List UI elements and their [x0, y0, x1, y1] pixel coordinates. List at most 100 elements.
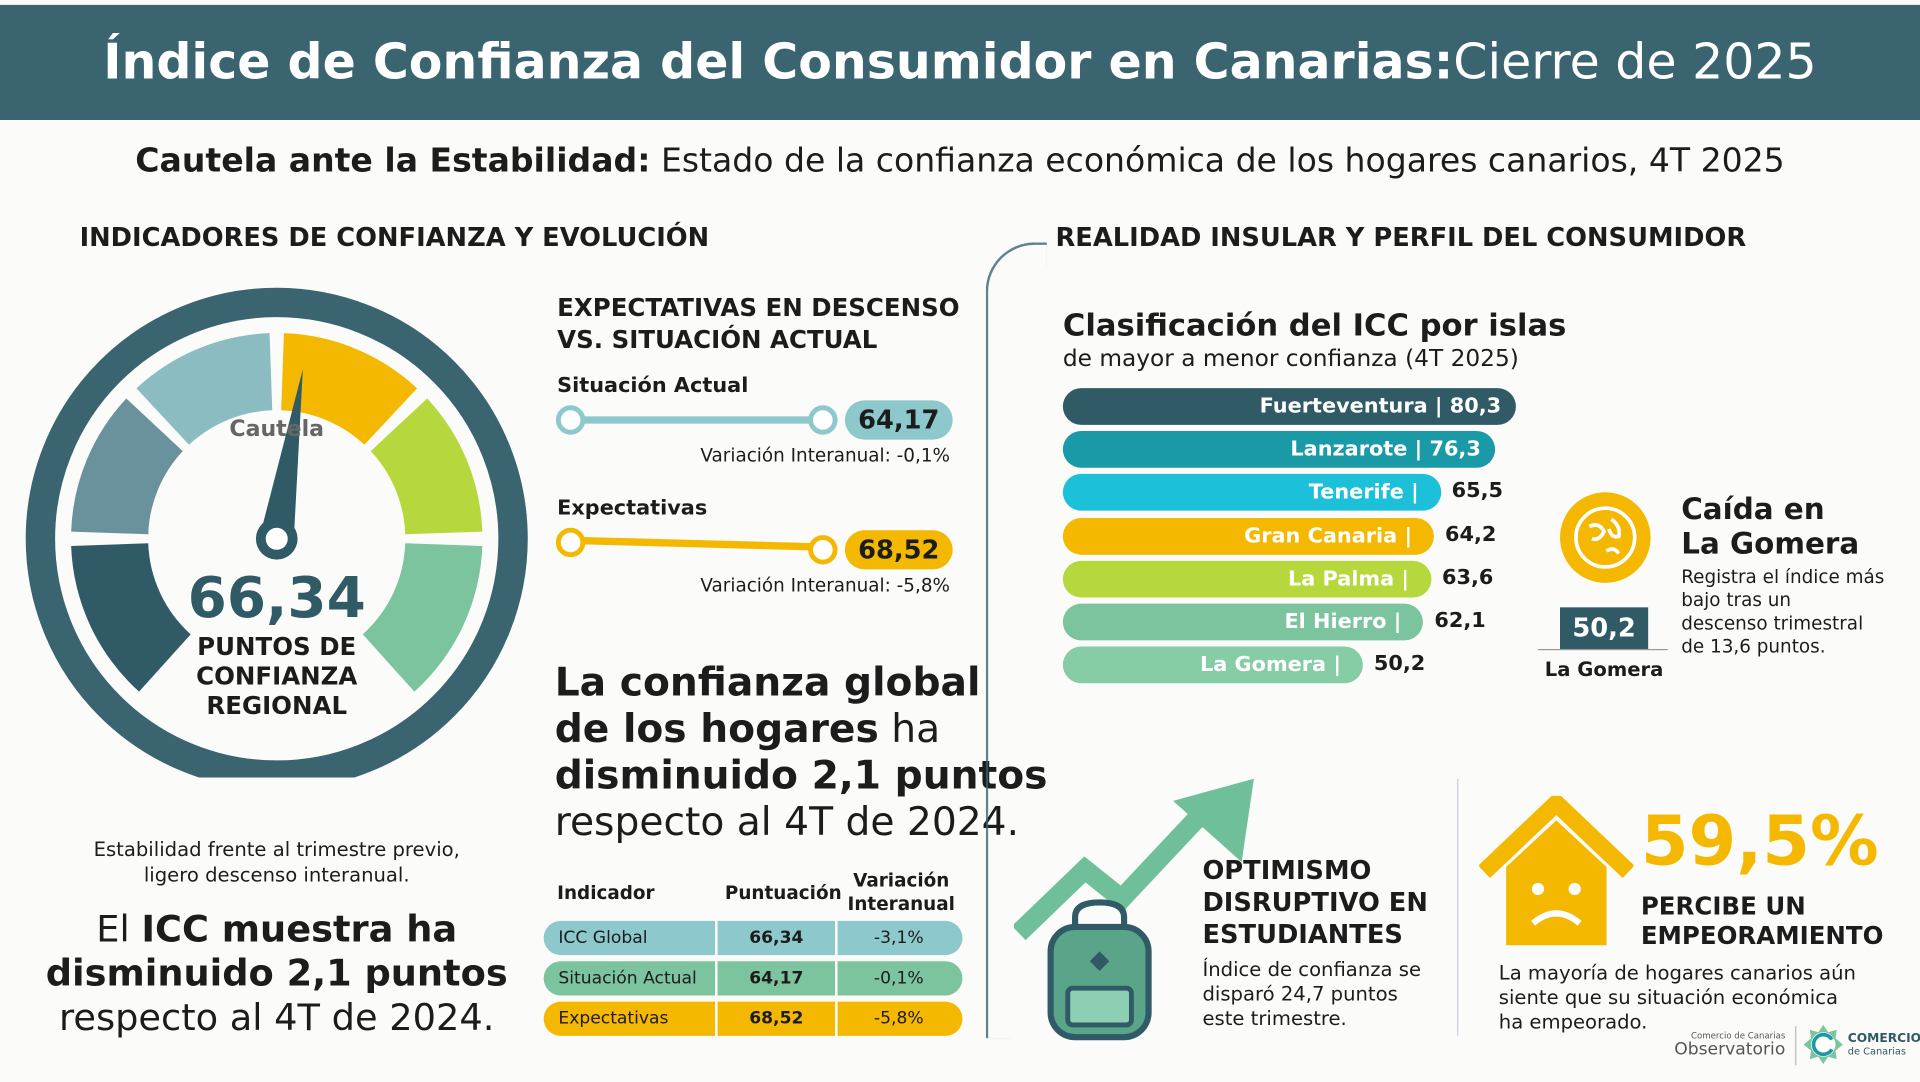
slider-end-knob[interactable] — [808, 535, 838, 565]
gauge-segment — [281, 333, 418, 445]
headline-line: La confianza global — [554, 658, 981, 706]
subtitle: Cautela ante la Estabilidad: Estado de l… — [0, 142, 1920, 180]
gauge-needle — [259, 369, 303, 542]
island-value: 63,6 — [1441, 565, 1494, 590]
title-line: Caída en — [1681, 492, 1825, 527]
row-indicator: Situación Actual — [558, 968, 697, 989]
students-title: OPTIMISMO DISRUPTIVO EN ESTUDIANTES — [1202, 855, 1427, 951]
logo-small: de Canarias — [1847, 1045, 1907, 1057]
row-variation: -0,1% — [873, 968, 924, 989]
island-name: La Palma — [1287, 566, 1395, 592]
row-score: 64,17 — [715, 961, 838, 996]
island-bar: Lanzarote | 76,3 — [1062, 431, 1496, 468]
gauge-segment — [370, 398, 483, 535]
island-value: 76,3 — [1429, 437, 1481, 462]
row-score: 66,34 — [715, 920, 838, 956]
ranking-subtitle: de mayor a menor confianza (4T 2025) — [1062, 345, 1519, 373]
island-name: Gran Canaria — [1244, 523, 1398, 549]
comercio-logo-icon — [1803, 1024, 1843, 1065]
island-bar: El Hierro | — [1062, 603, 1424, 641]
title-line: PERCIBE UN — [1640, 891, 1806, 921]
comercio-logo: COMERCIO de Canarias — [1848, 1032, 1920, 1056]
table-header-score: Puntuación — [724, 881, 842, 904]
baseline — [1537, 648, 1668, 651]
text-line: La mayoría de hogares canarios aún — [1498, 961, 1856, 985]
slider-end-knob[interactable] — [808, 405, 838, 435]
title-line: La Gomera — [1681, 526, 1860, 561]
slider-start-knob[interactable] — [555, 405, 586, 435]
row-variation: -5,8% — [873, 1008, 924, 1029]
island-name: Tenerife — [1308, 480, 1404, 505]
text-line: de 13,6 puntos. — [1681, 635, 1826, 658]
text-line: bajo tras un — [1681, 588, 1792, 612]
caption-line: ligero descenso interanual. — [143, 863, 410, 887]
right-section-title: REALIDAD INSULAR Y PERFIL DEL CONSUMIDOR — [1055, 222, 1747, 253]
table-row: Situación Actual 64,17 -0,1% — [543, 961, 963, 996]
gauge-label-2: CONFIANZA — [196, 661, 358, 691]
headline-line: respecto al 4T de 2024. — [554, 798, 1020, 845]
title-line: OPTIMISMO — [1202, 855, 1372, 886]
left-section-title: INDICADORES DE CONFIANZA Y EVOLUCIÓN — [79, 222, 710, 253]
worsening-text: La mayoría de hogares canarios aún sient… — [1499, 961, 1856, 1034]
text-line: siente que su situación económica — [1498, 985, 1838, 1009]
slider-value: 68,52 — [844, 530, 953, 570]
text-line: este trimestre. — [1202, 1006, 1347, 1030]
gomera-text: Registra el índice más bajo tras un desc… — [1681, 566, 1884, 659]
logo-small: Comercio de Canarias — [1691, 1031, 1786, 1041]
gauge — [25, 287, 528, 778]
row-score: 68,52 — [715, 1001, 838, 1036]
gauge-text: 66,34 PUNTOS DE CONFIANZA REGIONAL — [0, 563, 553, 720]
gauge-segment — [71, 398, 183, 535]
text-line: ha empeorado. — [1498, 1010, 1648, 1034]
statement-bold: ICC muestra ha — [141, 908, 458, 952]
island-bar: Gran Canaria | — [1062, 517, 1435, 555]
sad-house-icon — [1479, 795, 1634, 946]
row-indicator: Expectativas — [558, 1008, 669, 1029]
text-line: descenso trimestral — [1681, 612, 1864, 635]
table-row: ICC Global 66,34 -3,1% — [543, 920, 963, 956]
gomera-island-label: La Gomera — [1544, 657, 1664, 681]
island-name: Fuerteventura — [1259, 394, 1428, 419]
needle-hub-center — [265, 527, 288, 550]
slider-start-knob[interactable] — [555, 527, 586, 558]
observatorio-logo: Comercio de Canarias Observatorio — [1673, 1031, 1786, 1060]
slider-variation: Variación Interanual: -5,8% — [700, 574, 950, 597]
subtitle-bold: Cautela ante la Estabilidad: — [135, 142, 651, 181]
row-variation: -3,1% — [873, 928, 924, 948]
gomera-value-bar: 50,2 — [1560, 607, 1649, 649]
left-statement: El ICC muestra ha disminuido 2,1 puntos … — [0, 909, 553, 1041]
gauge-value: 66,34 — [187, 564, 366, 631]
gauge-segment — [71, 543, 191, 692]
logo-big: Observatorio — [1674, 1039, 1786, 1060]
text-line: Índice de confianza se — [1202, 957, 1422, 981]
gauge-caption: Estabilidad frente al trimestre previo, … — [0, 836, 553, 887]
headline-line: disminuido 2,1 puntos — [554, 751, 1048, 799]
slider-track — [569, 416, 823, 424]
statement-text: El — [96, 908, 142, 952]
gauge-zone-label: Cautela — [229, 416, 325, 443]
gauge-ring — [25, 287, 528, 778]
gauge-label-1: PUNTOS DE — [197, 631, 357, 662]
headline: La confianza global de los hogares ha di… — [555, 659, 1048, 845]
worsening-title: PERCIBE UN EMPEORAMIENTO — [1641, 891, 1884, 950]
page-header: Índice de Confianza del Consumidor en Ca… — [0, 4, 1920, 121]
subtitle-rest: Estado de la confianza económica de los … — [650, 142, 1785, 181]
table-header-indicator: Indicador — [557, 881, 655, 904]
logo-big: COMERCIO — [1847, 1032, 1920, 1046]
island-name: La Gomera — [1200, 652, 1327, 678]
text-line: Registra el índice más — [1681, 565, 1885, 588]
slider-value: 64,17 — [844, 400, 953, 440]
slider-label: Situación Actual — [557, 373, 749, 398]
divider — [1457, 778, 1459, 1036]
table-header-variation: Variación Interanual — [847, 869, 955, 915]
title-line: EXPECTATIVAS EN DESCENSO — [557, 292, 960, 323]
worsening-percent: 59,5% — [1640, 802, 1879, 882]
title-line: EMPEORAMIENTO — [1640, 920, 1884, 951]
slider-variation: Variación Interanual: -0,1% — [700, 444, 950, 467]
text-line: disparó 24,7 puntos — [1202, 982, 1398, 1006]
row-indicator: ICC Global — [558, 928, 648, 948]
students-icon — [1013, 778, 1254, 1041]
ranking-title: Clasificación del ICC por islas — [1062, 307, 1567, 343]
globe-icon — [1560, 492, 1651, 583]
